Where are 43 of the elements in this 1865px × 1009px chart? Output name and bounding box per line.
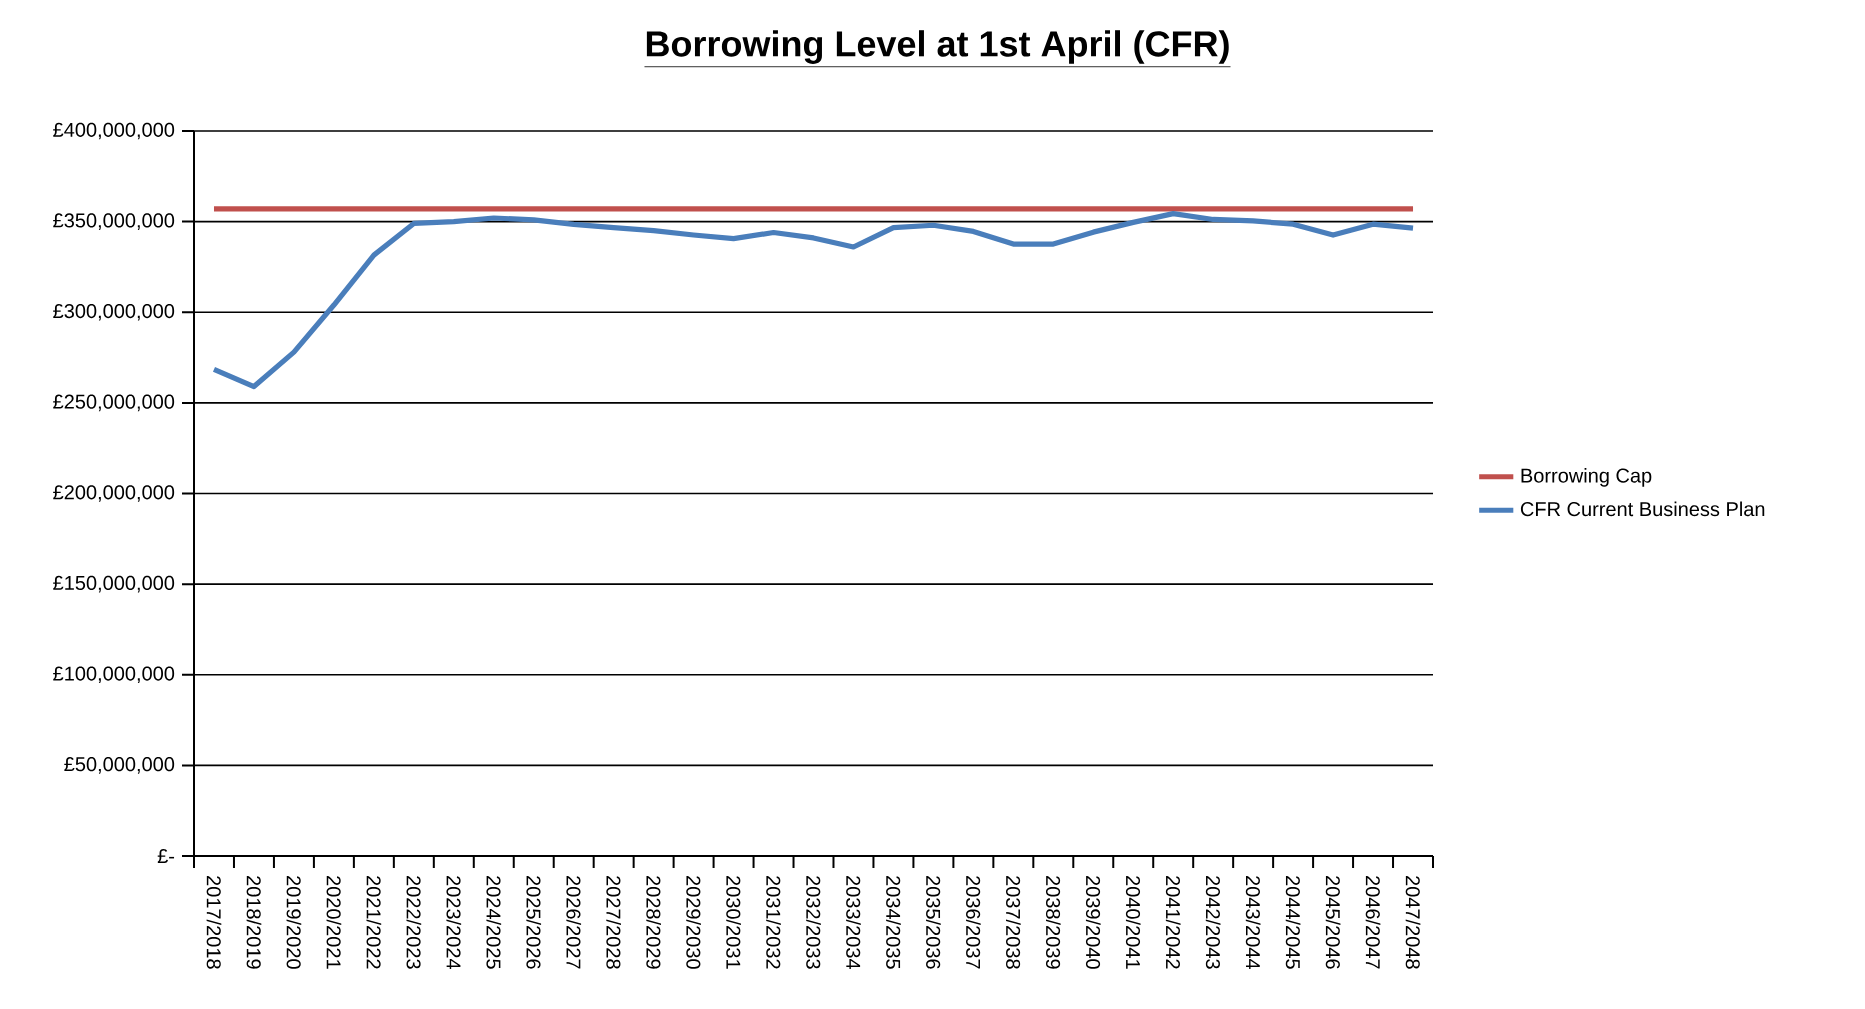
y-tick-label: £- bbox=[157, 849, 175, 863]
x-tick-label: 2035/2036 bbox=[926, 876, 941, 969]
x-tick-label: 2030/2031 bbox=[726, 876, 741, 969]
x-tick-label: 2031/2032 bbox=[766, 876, 781, 969]
x-tick-label: 2025/2026 bbox=[526, 876, 542, 969]
x-tick-label: 2039/2040 bbox=[1085, 876, 1101, 969]
x-tick-label: 2033/2034 bbox=[846, 876, 861, 970]
y-tick-label: £400,000,000 bbox=[53, 122, 175, 140]
x-tick-label: 2018/2019 bbox=[246, 876, 262, 969]
x-tick-label: 2036/2037 bbox=[966, 876, 981, 969]
y-tick-label: £150,000,000 bbox=[53, 575, 175, 593]
x-tick-label: 2038/2039 bbox=[1045, 876, 1061, 969]
x-tick-label: 2019/2020 bbox=[286, 876, 302, 969]
x-tick-label: 2028/2029 bbox=[646, 876, 661, 969]
chart-title: Borrowing Level at 1st April (CFR) bbox=[646, 30, 1229, 64]
y-tick-label: £350,000,000 bbox=[53, 213, 175, 230]
x-tick-label: 2037/2038 bbox=[1006, 876, 1021, 969]
y-tick-label: £100,000,000 bbox=[53, 666, 175, 684]
x-tick-label: 2043/2044 bbox=[1245, 876, 1261, 970]
x-tick-label: 2044/2045 bbox=[1285, 876, 1301, 969]
x-tick-label: 2022/2023 bbox=[406, 876, 422, 969]
y-tick-label: £250,000,000 bbox=[53, 394, 175, 412]
x-tick-label: 2032/2033 bbox=[806, 876, 821, 969]
legend-label: CFR Current Business Plan bbox=[1520, 501, 1765, 517]
x-tick-label: 2042/2043 bbox=[1205, 876, 1221, 969]
x-tick-label: 2045/2046 bbox=[1325, 876, 1341, 969]
legend-label: Borrowing Cap bbox=[1521, 468, 1652, 487]
y-tick-label: £200,000,000 bbox=[53, 485, 175, 502]
y-tick-label: £50,000,000 bbox=[64, 757, 175, 774]
x-tick-label: 2034/2035 bbox=[886, 876, 901, 969]
x-tick-label: 2047/2048 bbox=[1405, 876, 1421, 969]
x-tick-label: 2027/2028 bbox=[606, 876, 622, 969]
x-tick-label: 2046/2047 bbox=[1365, 876, 1381, 969]
x-tick-label: 2021/2022 bbox=[366, 876, 382, 969]
x-tick-label: 2024/2025 bbox=[486, 876, 502, 969]
x-tick-label: 2020/2021 bbox=[326, 876, 342, 969]
x-tick-label: 2029/2030 bbox=[686, 876, 701, 969]
x-tick-label: 2023/2024 bbox=[446, 876, 462, 970]
x-tick-label: 2026/2027 bbox=[566, 876, 582, 969]
x-tick-label: 2040/2041 bbox=[1125, 876, 1141, 969]
x-tick-label: 2041/2042 bbox=[1165, 876, 1181, 969]
y-tick-label: £300,000,000 bbox=[53, 303, 175, 321]
x-tick-label: 2017/2018 bbox=[206, 876, 222, 969]
